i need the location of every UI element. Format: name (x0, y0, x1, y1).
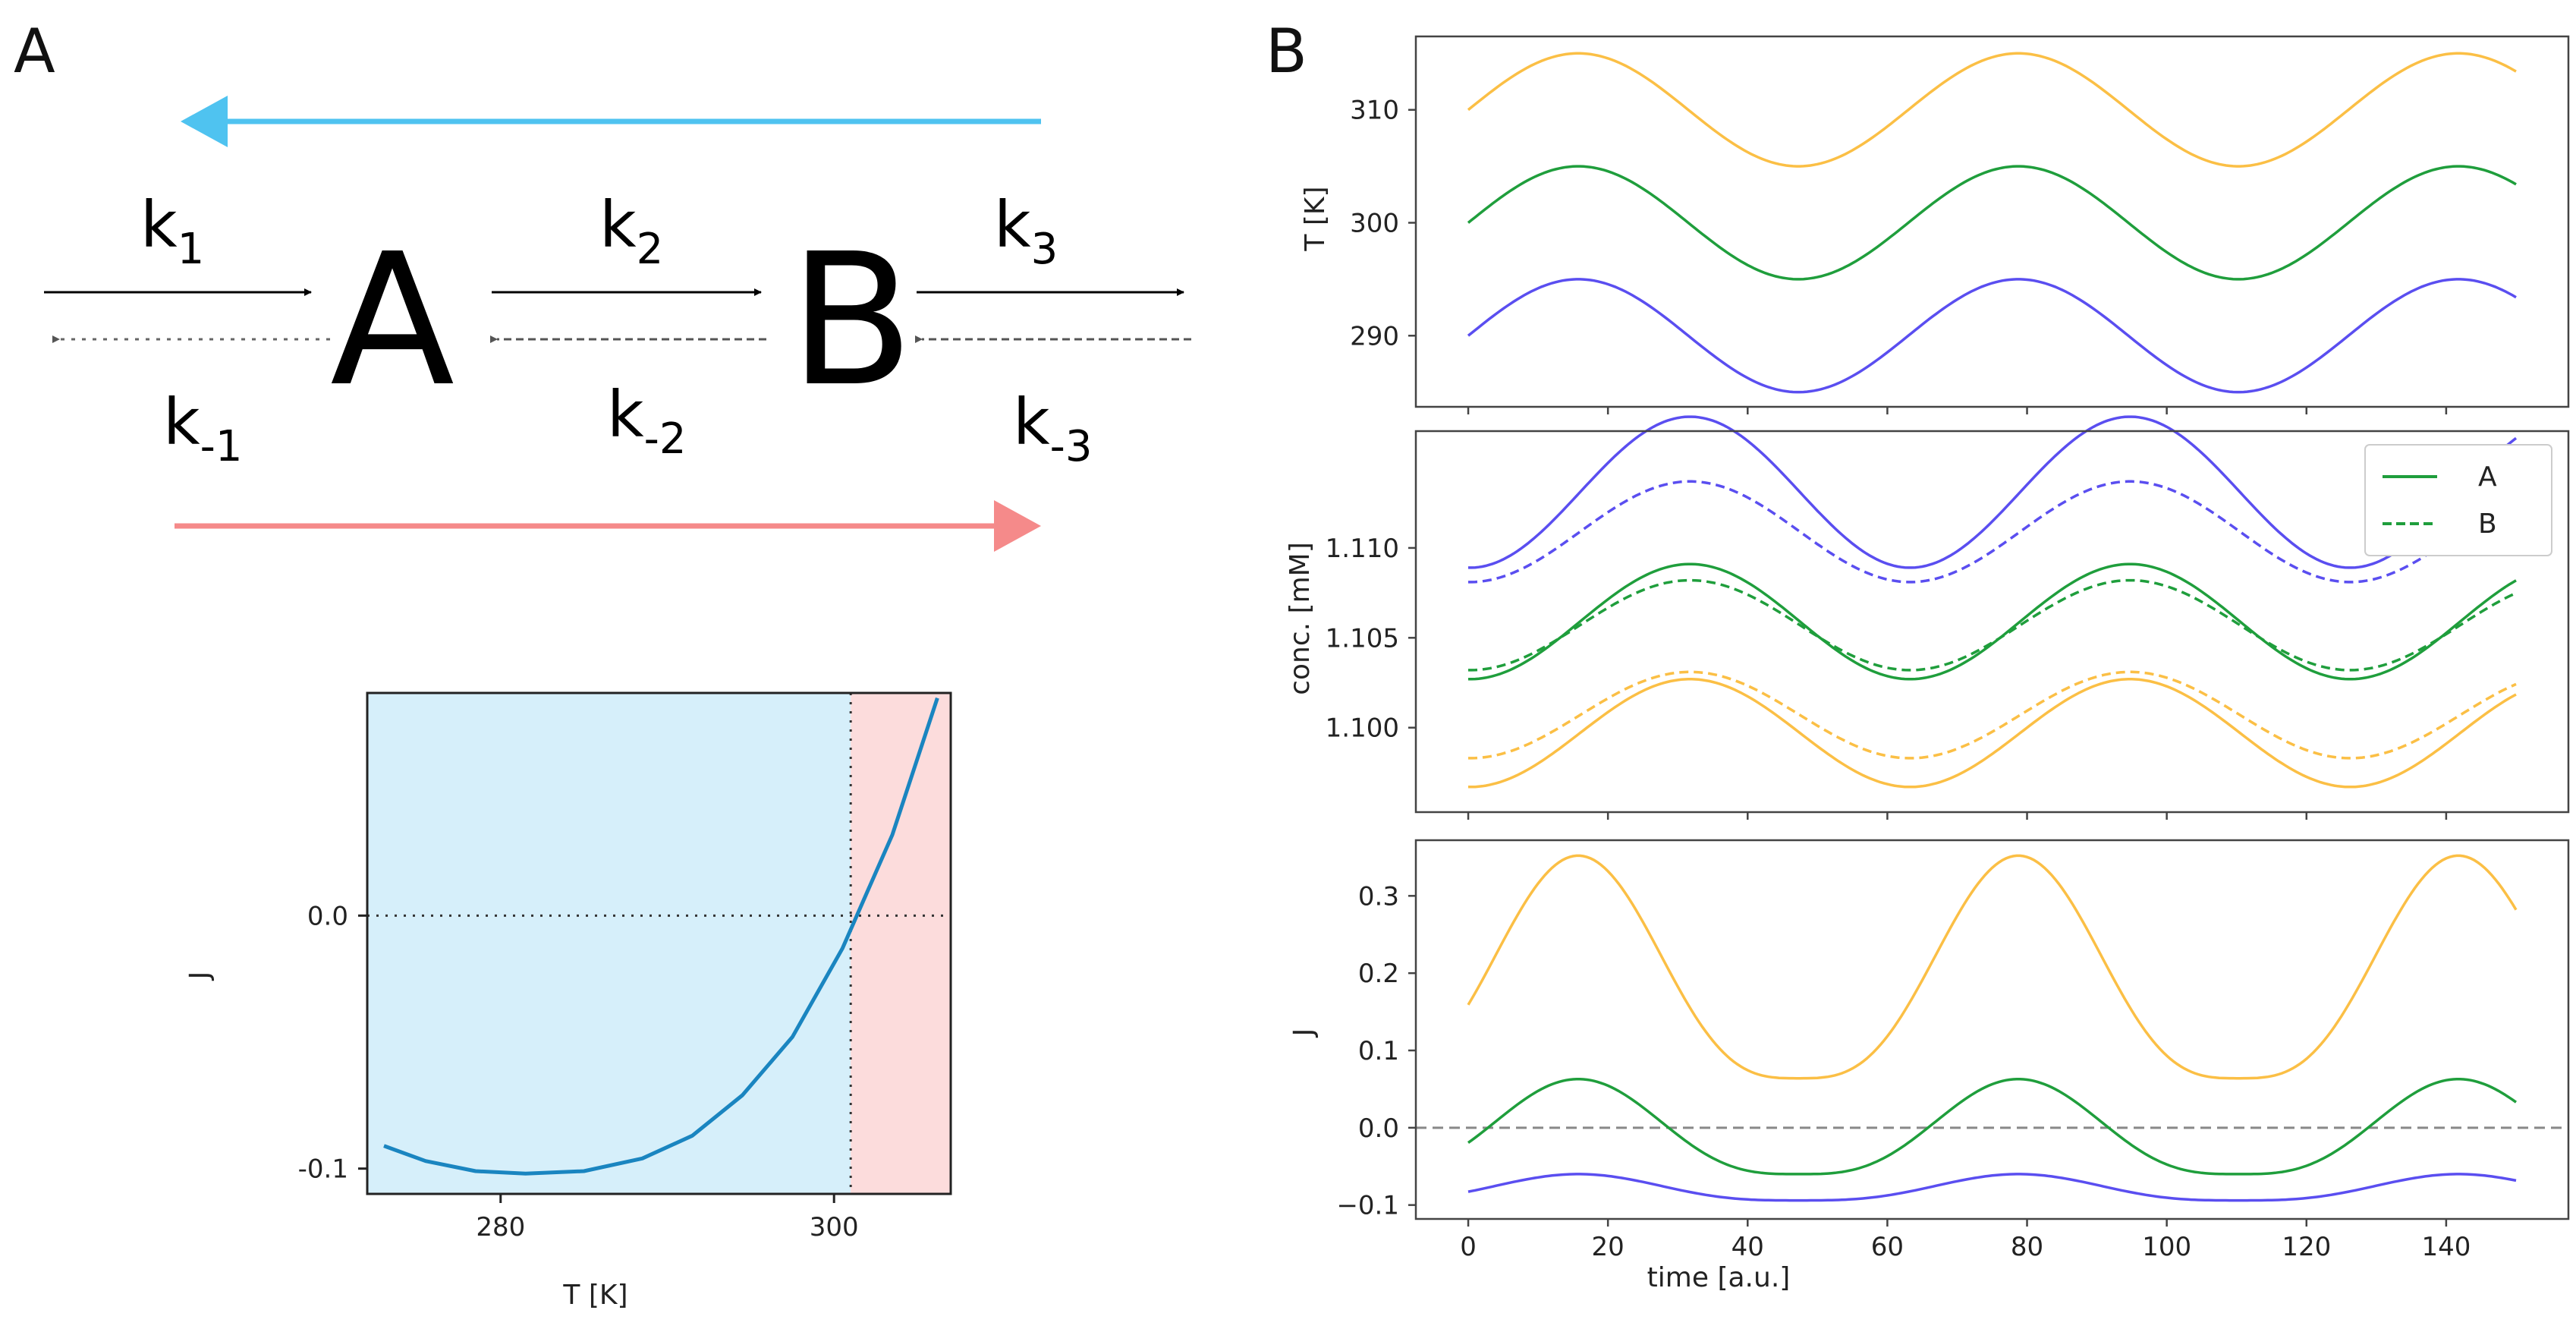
x-tick-label: 280 (476, 1212, 525, 1242)
legend: A B (2364, 444, 2552, 556)
series-line-green (1467, 1077, 2518, 1176)
y-tick-label: 1.110 (1326, 534, 1399, 564)
x-tick-label: 120 (2282, 1232, 2331, 1262)
series-line-blue-b (1468, 480, 2517, 584)
x-tick-label: 100 (2142, 1232, 2191, 1262)
positive-flux-region (851, 693, 951, 1194)
y-tick-label: 0.0 (1358, 1113, 1399, 1144)
concentration-chart: 1.100 1.105 1.110 conc. [mM] A B (1285, 415, 2570, 820)
species-b: B (789, 214, 914, 427)
forward-direction-arrow (175, 500, 1041, 552)
y-tick-label: −0.1 (1336, 1191, 1399, 1221)
series-line-blue (1467, 278, 2517, 394)
x-axis-label: T [K] (562, 1280, 627, 1311)
rate-k-2: k-2 (607, 377, 687, 464)
y-tick-label: 1.105 (1326, 623, 1399, 653)
y-tick-label: -0.1 (298, 1154, 348, 1185)
y-axis-label: J (184, 972, 215, 981)
y-tick-label: 300 (1350, 208, 1399, 238)
negative-flux-region (367, 693, 851, 1194)
series-line-orange-a (1468, 678, 2517, 789)
y-tick-label: 290 (1350, 321, 1399, 351)
y-axis-label: conc. [mM] (1285, 542, 1316, 695)
y-axis-label: T [K] (1300, 186, 1331, 251)
rate-k1: k1 (140, 187, 204, 274)
legend-label-b: B (2478, 509, 2497, 540)
x-tick-label: 300 (810, 1212, 859, 1242)
y-tick-label: 310 (1350, 96, 1399, 126)
series-line-blue (1467, 1173, 2517, 1202)
x-tick-label: 20 (1592, 1232, 1625, 1262)
plot-frame (1414, 430, 2570, 814)
y-tick-label: 0.1 (1358, 1036, 1399, 1066)
x-tick-label: 80 (2011, 1232, 2043, 1262)
rate-k-3: k-3 (1013, 385, 1093, 471)
rate-k-1: k-1 (163, 385, 243, 471)
flux-temperature-chart: 280 300 0.0 -0.1 T [K] J (184, 691, 952, 1311)
y-tick-label: 1.100 (1326, 713, 1399, 744)
plot-frame (1414, 839, 2570, 1220)
panel-label-b: B (1266, 16, 1307, 87)
plot-frame (1414, 35, 2570, 408)
x-tick-label: 60 (1871, 1232, 1904, 1262)
y-tick-label: 0.2 (1358, 959, 1399, 989)
rate-k3: k3 (994, 187, 1058, 274)
reverse-direction-arrow (181, 96, 1041, 147)
series-line-green (1467, 165, 2517, 281)
x-tick-label: 0 (1460, 1232, 1477, 1262)
series-line-orange (1467, 854, 2518, 1080)
legend-label-a: A (2478, 461, 2497, 493)
panel-label-a: A (14, 16, 55, 87)
y-tick-label: 0.0 (307, 901, 348, 931)
y-axis-label: J (1288, 1028, 1319, 1038)
series-line-orange (1467, 52, 2517, 168)
species-a: A (330, 214, 454, 427)
series-line-blue-a (1468, 415, 2518, 569)
series-line-orange-b (1468, 670, 2517, 760)
y-tick-label: 0.3 (1358, 881, 1399, 912)
reaction-scheme: A B k1 k-1 k2 k-2 k3 k-3 (44, 96, 1191, 552)
rate-k2: k2 (599, 187, 663, 274)
series-line-green-b (1468, 578, 2517, 672)
flux-curve (383, 697, 939, 1176)
x-tick-label: 140 (2421, 1232, 2471, 1262)
flux-time-chart: 0 20 40 60 80 100 120 140 −0.1 0.0 0.1 0.2 0.3 time … (1288, 839, 2570, 1293)
x-tick-label: 40 (1731, 1232, 1764, 1262)
x-axis-label: time [a.u.] (1647, 1262, 1791, 1293)
temperature-chart: 290 300 310 T [K] (1300, 35, 2570, 414)
legend-box (2364, 444, 2552, 556)
plot-frame (366, 691, 952, 1195)
